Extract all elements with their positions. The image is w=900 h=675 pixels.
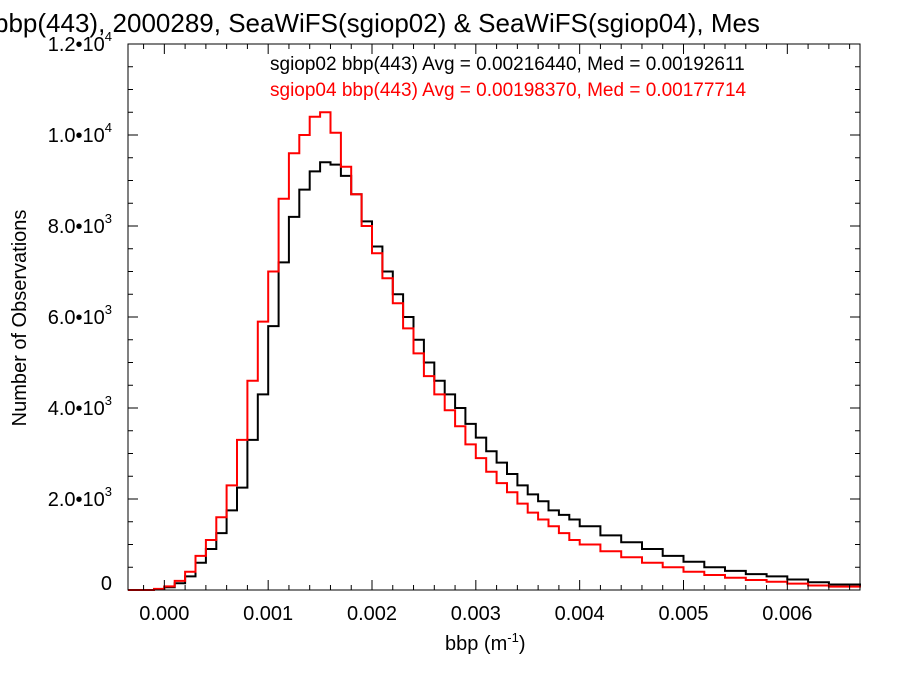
- x-tick-label: 0.002: [347, 603, 397, 625]
- y-axis-label: Number of Observations: [9, 210, 31, 427]
- legend-entry-sgiop04: sgiop04 bbp(443) Avg = 0.00198370, Med =…: [270, 80, 747, 101]
- x-tick-label: 0.001: [243, 603, 293, 625]
- x-tick-label: 0.005: [658, 603, 708, 625]
- y-tick-label: 1.0•104: [48, 120, 112, 147]
- legend: sgiop02 bbp(443) Avg = 0.00216440, Med =…: [270, 54, 747, 101]
- x-tick-label: 0.000: [139, 603, 189, 625]
- y-tick-label: 8.0•103: [48, 211, 112, 238]
- series-line-0: [128, 161, 861, 591]
- series-layer: [128, 111, 861, 591]
- x-tick-label: 0.003: [451, 603, 501, 625]
- x-tick-label: 0.006: [762, 603, 812, 625]
- chart-title: bbp(443), 2000289, SeaWiFS(sgiop02) & Se…: [0, 8, 760, 38]
- y-tick-label: 4.0•103: [48, 393, 112, 420]
- series-line-1: [128, 111, 861, 591]
- y-tick-label: 0: [101, 573, 112, 595]
- axis-layer: 0.000 0.001 0.002 0.003 0.004 0.005 0.006 0 2.0•…: [48, 29, 860, 625]
- y-tick-label: 1.2•104: [48, 29, 112, 56]
- y-tick-label: 6.0•103: [48, 302, 112, 329]
- x-tick-label: 0.004: [555, 603, 605, 625]
- x-axis-label: bbp (m-1): [445, 630, 525, 655]
- legend-entry-sgiop02: sgiop02 bbp(443) Avg = 0.00216440, Med =…: [270, 54, 745, 75]
- y-tick-label: 2.0•103: [48, 484, 112, 511]
